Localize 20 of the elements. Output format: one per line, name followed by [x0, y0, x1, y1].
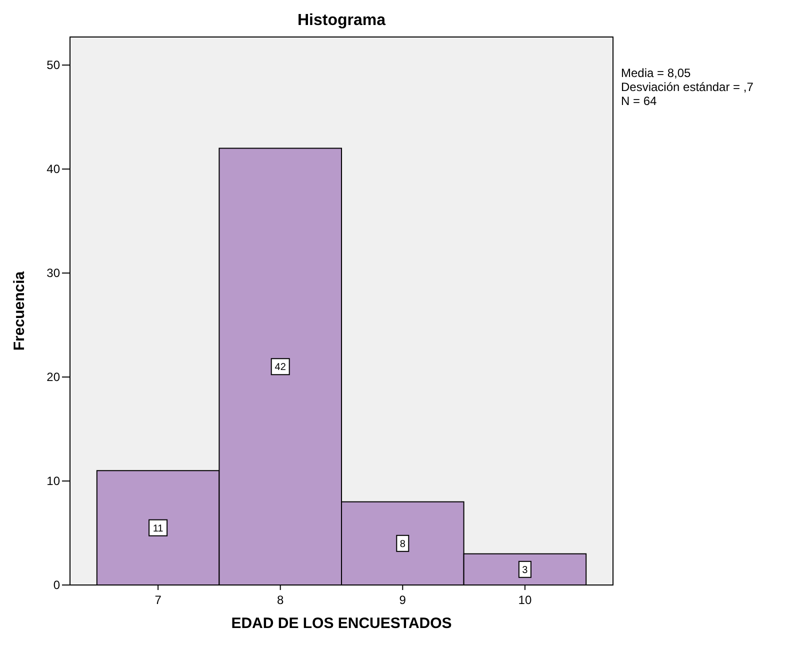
text: Media = 8,05	[621, 66, 692, 80]
data-label: 8	[400, 538, 406, 550]
text: N = 64	[621, 94, 658, 108]
data-label: 42	[274, 362, 286, 374]
x-tick-label: 9	[399, 593, 406, 607]
y-tick-label: 50	[46, 58, 60, 72]
data-label: 3	[522, 564, 528, 576]
data-label: 11	[152, 523, 164, 534]
x-tick-label: 7	[154, 593, 162, 607]
y-axis-title: Frecuencia	[11, 270, 28, 351]
y-tick-label: 10	[46, 474, 60, 488]
x-tick-label: 10	[518, 593, 532, 607]
y-tick-label: 40	[46, 162, 60, 176]
y-tick-label: 30	[46, 266, 60, 280]
text: Desviación estándar = ,7	[621, 80, 754, 94]
chart-title: Histograma	[297, 12, 386, 29]
x-axis-title: EDAD DE LOS ENCUESTADOS	[231, 615, 452, 632]
y-tick-label: 20	[46, 370, 60, 384]
y-tick-label: 0	[53, 578, 60, 592]
x-tick-label: 8	[277, 593, 284, 607]
